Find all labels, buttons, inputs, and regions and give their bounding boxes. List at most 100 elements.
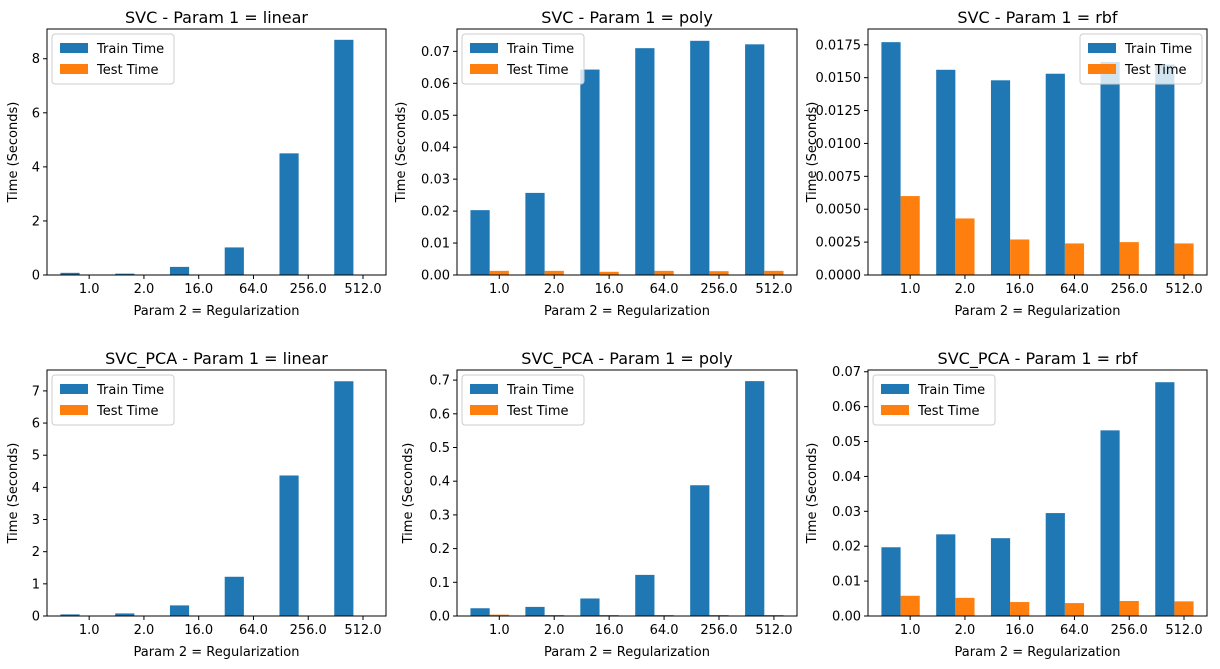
legend: Train Time Test Time: [461, 33, 585, 85]
train-time-bar: [690, 485, 710, 616]
legend-test-swatch: [60, 405, 88, 415]
y-tick-label: 0.00: [832, 610, 861, 625]
legend: Train Time Test Time: [461, 374, 585, 426]
x-axis-label: Param 2 = Regularization: [544, 645, 710, 660]
legend: Train Time Test Time: [51, 33, 175, 85]
x-axis-label: Param 2 = Regularization: [134, 645, 300, 660]
y-tick-label: 0.2: [429, 542, 450, 557]
train-time-bar: [470, 210, 490, 275]
train-time-bar: [1100, 430, 1120, 616]
test-time-bar: [654, 270, 674, 275]
y-tick-label: 0.0000: [816, 269, 862, 284]
subplot-title: SVC_PCA - Param 1 = linear: [105, 349, 328, 369]
x-tick-label: 64.0: [650, 282, 679, 297]
x-tick-label: 256.0: [700, 623, 737, 638]
x-tick-label: 2.0: [955, 282, 976, 297]
y-tick-label: 0.05: [832, 435, 861, 450]
train-time-bar: [745, 44, 765, 275]
train-time-bar: [635, 48, 655, 276]
test-time-bar: [1064, 603, 1085, 616]
x-tick-label: 2.0: [134, 623, 155, 638]
test-time-bar: [654, 614, 674, 616]
y-axis-label: Time (Seconds): [805, 443, 820, 545]
y-tick-label: 8: [32, 52, 40, 67]
legend-test-swatch: [1088, 64, 1116, 74]
subplot-title: SVC - Param 1 = rbf: [957, 8, 1118, 27]
subplot-title: SVC_PCA - Param 1 = rbf: [938, 349, 1138, 369]
train-time-bar: [334, 381, 354, 616]
y-tick-label: 0.5: [429, 441, 450, 456]
test-time-bar: [1010, 602, 1030, 616]
x-tick-label: 64.0: [1060, 623, 1089, 638]
legend-label: Train Time: [96, 42, 164, 57]
y-tick-label: 1: [32, 577, 40, 592]
subplot-5: 1.0 2.0 16.0 64.0 256.0 512.0 0.0 0.1 0.2 0.3 0.4 0…: [401, 349, 798, 660]
x-tick-label: 2.0: [544, 623, 565, 638]
y-tick-label: 0.0125: [816, 104, 862, 119]
legend-label: Train Time: [506, 42, 574, 57]
y-tick-label: 0.7: [429, 374, 450, 389]
x-tick-label: 2.0: [134, 282, 155, 297]
train-time-bar: [936, 69, 956, 275]
train-time-bar: [881, 42, 901, 276]
x-tick-label: 1.0: [79, 282, 100, 297]
legend-train-swatch: [470, 384, 498, 394]
y-tick-label: 0.03: [421, 173, 450, 188]
test-time-bar: [599, 614, 619, 616]
y-axis-label: Time (Seconds): [6, 102, 21, 204]
x-tick-label: 64.0: [1060, 282, 1089, 297]
y-tick-label: 0.0175: [816, 38, 862, 53]
y-axis-label: Time (Seconds): [805, 102, 820, 204]
x-tick-label: 256.0: [290, 282, 327, 297]
test-time-bar: [709, 271, 729, 275]
y-axis-label: Time (Seconds): [401, 443, 416, 545]
x-tick-label: 512.0: [344, 282, 381, 297]
train-time-bar: [60, 614, 80, 616]
train-time-bar: [224, 576, 244, 616]
train-time-bar: [936, 534, 956, 616]
test-time-bar: [1174, 601, 1194, 616]
test-time-bar: [489, 270, 509, 275]
x-tick-label: 512.0: [1165, 623, 1202, 638]
x-tick-label: 1.0: [900, 623, 921, 638]
y-tick-label: 0.0100: [816, 137, 862, 152]
legend-train-swatch: [60, 43, 88, 53]
y-tick-label: 0.00: [421, 269, 450, 284]
x-tick-label: 64.0: [239, 282, 268, 297]
y-tick-label: 0.01: [421, 237, 450, 252]
train-time-bar: [990, 80, 1011, 275]
x-tick-label: 512.0: [344, 623, 381, 638]
legend-label: Test Time: [506, 404, 569, 419]
x-tick-label: 16.0: [184, 623, 213, 638]
x-tick-label: 1.0: [79, 623, 100, 638]
legend: Train Time Test Time: [1079, 33, 1203, 85]
x-axis-label: Param 2 = Regularization: [955, 645, 1121, 660]
train-time-bar: [635, 574, 655, 616]
legend-label: Test Time: [1124, 63, 1187, 78]
y-tick-label: 0.02: [832, 540, 861, 555]
x-tick-label: 256.0: [290, 623, 327, 638]
y-tick-label: 0.0150: [816, 71, 862, 86]
test-time-bar: [1119, 600, 1139, 616]
x-tick-label: 16.0: [1005, 623, 1034, 638]
y-tick-label: 4: [32, 160, 40, 175]
legend-label: Test Time: [917, 404, 980, 419]
train-time-bar: [60, 272, 80, 275]
y-tick-label: 6: [32, 106, 40, 121]
legend-label: Test Time: [96, 404, 159, 419]
subplot-4: 1.0 2.0 16.0 64.0 256.0 512.0 0 1 2 3 4 5 6 7 SVC_PCA …: [6, 349, 387, 660]
x-tick-label: 1.0: [489, 282, 510, 297]
train-time-bar: [525, 192, 545, 275]
y-tick-label: 0.3: [429, 508, 450, 523]
subplot-title: SVC - Param 1 = poly: [541, 8, 713, 27]
y-tick-label: 0.07: [421, 45, 450, 60]
y-tick-label: 2: [32, 545, 40, 560]
x-tick-label: 2.0: [955, 623, 976, 638]
legend-test-swatch: [60, 64, 88, 74]
train-time-bar: [1045, 73, 1065, 276]
y-tick-label: 0.6: [429, 407, 450, 422]
x-axis-label: Param 2 = Regularization: [544, 304, 710, 319]
test-time-bar: [900, 196, 920, 275]
train-time-bar: [881, 547, 901, 616]
y-tick-label: 5: [32, 449, 40, 464]
